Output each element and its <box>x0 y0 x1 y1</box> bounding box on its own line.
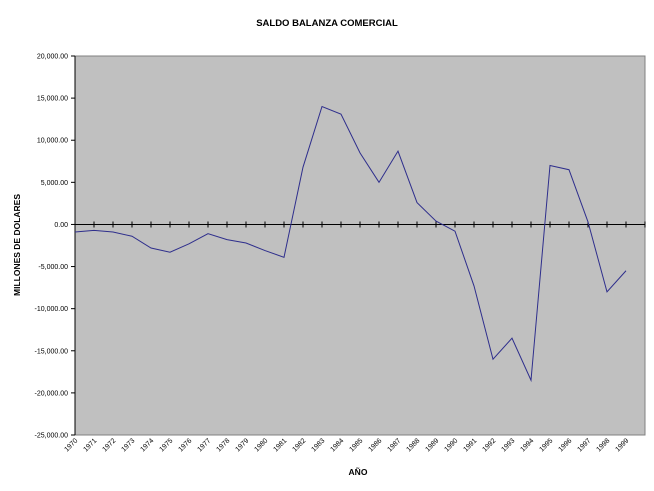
x-axis-label: AÑO <box>349 467 368 477</box>
x-tick-label: 1984 <box>329 437 345 453</box>
y-tick-label: -5,000.00 <box>38 264 68 271</box>
x-tick-label: 1978 <box>215 437 231 453</box>
x-tick-label: 1975 <box>158 437 174 453</box>
y-tick-label: -25,000.00 <box>35 433 69 440</box>
x-tick-label: 1993 <box>500 437 516 453</box>
y-tick-label: 0.00 <box>54 222 68 229</box>
x-tick-label: 1974 <box>139 437 155 453</box>
plot-area <box>74 55 646 436</box>
y-tick-label: 20,000.00 <box>37 54 68 61</box>
x-tick-label: 1986 <box>367 437 383 453</box>
x-tick-label: 1985 <box>348 437 364 453</box>
x-tick-label: 1977 <box>196 437 212 453</box>
x-tick-label: 1994 <box>519 437 535 453</box>
x-tick-label: 1988 <box>405 437 421 453</box>
y-tick-label: -10,000.00 <box>35 306 69 313</box>
x-tick-label: 1999 <box>614 437 630 453</box>
chart-title: SALDO BALANZA COMERCIAL <box>256 18 398 29</box>
y-tick-label: 10,000.00 <box>37 138 68 145</box>
x-tick-label: 1981 <box>272 437 288 453</box>
x-tick-label: 1971 <box>82 437 98 453</box>
x-tick-label: 1980 <box>253 437 269 453</box>
x-tick-label: 1998 <box>595 437 611 453</box>
x-tick-label: 1987 <box>386 437 402 453</box>
x-tick-label: 1996 <box>557 437 573 453</box>
y-tick-label: -15,000.00 <box>35 348 69 355</box>
x-tick-label: 1989 <box>424 437 440 453</box>
x-tick-label: 1976 <box>177 437 193 453</box>
x-tick-label: 1970 <box>63 437 79 453</box>
y-tick-label: 5,000.00 <box>41 180 68 187</box>
series-group <box>74 105 627 383</box>
x-tick-label: 1979 <box>234 437 250 453</box>
x-tick-label: 1997 <box>576 437 592 453</box>
x-tick-label: 1982 <box>291 437 307 453</box>
x-tick-label: 1991 <box>462 437 478 453</box>
x-tick-label: 1990 <box>443 437 459 453</box>
y-axis-ticks: 20,000.00 15,000.00 10,000.00 5,000.00 0.00 -… <box>35 54 75 440</box>
x-tick-label: 1992 <box>481 437 497 453</box>
x-tick-label: 1972 <box>101 437 117 453</box>
y-tick-label: -20,000.00 <box>35 390 69 397</box>
x-tick-label: 1983 <box>310 437 326 453</box>
x-tick-label: 1995 <box>538 437 554 453</box>
y-tick-label: 15,000.00 <box>37 96 68 103</box>
x-tick-label: 1973 <box>120 437 136 453</box>
series-line <box>74 105 627 383</box>
y-axis-label: MILLONES DE DOLARES <box>12 194 22 296</box>
